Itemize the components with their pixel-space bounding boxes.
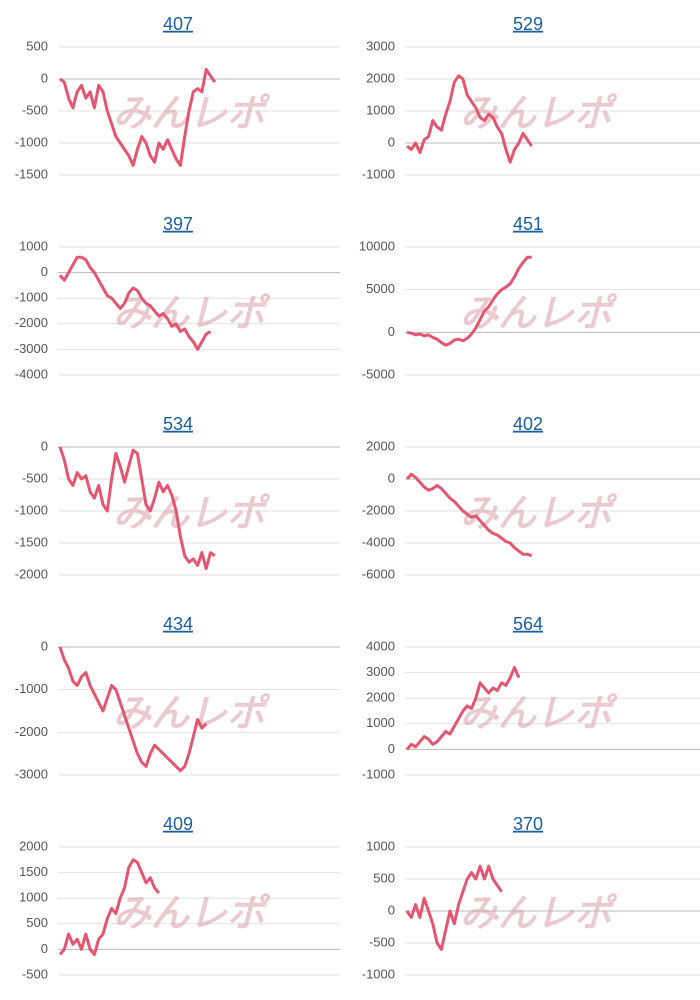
y-tick-label: 1000 [366, 838, 395, 853]
watermark: みんレポ [113, 893, 271, 935]
y-tick-label: -1000 [362, 766, 395, 781]
watermark: みんレポ [460, 493, 618, 535]
data-line [59, 67, 217, 167]
y-tick-label: -5000 [362, 366, 395, 381]
data-line [405, 665, 521, 751]
y-tick-label: -2000 [15, 315, 48, 330]
chart-title[interactable]: 534 [163, 414, 193, 434]
y-tick-label: -1000 [15, 290, 48, 305]
y-tick-label: 0 [388, 324, 395, 339]
y-tick-label: 0 [41, 638, 48, 653]
chart-title[interactable]: 451 [513, 214, 543, 234]
data-line [58, 446, 216, 571]
y-tick-label: 0 [41, 264, 48, 279]
data-line [58, 858, 161, 957]
y-tick-label: -4000 [362, 534, 395, 549]
y-tick-label: 0 [388, 134, 395, 149]
y-tick-label: 2000 [366, 438, 395, 453]
y-tick-label: -1500 [15, 166, 48, 181]
y-tick-label: 4000 [366, 638, 395, 653]
y-tick-label: 3000 [366, 664, 395, 679]
y-tick-label: 0 [41, 70, 48, 85]
chart-title[interactable]: 370 [513, 814, 543, 834]
data-line [406, 74, 533, 164]
y-tick-label: 500 [26, 38, 48, 53]
watermark: みんレポ [460, 693, 618, 735]
y-tick-label: 0 [41, 438, 48, 453]
data-line [405, 472, 533, 558]
watermark: みんレポ [460, 93, 618, 135]
y-tick-label: -1000 [15, 134, 48, 149]
y-tick-label: 1000 [19, 238, 48, 253]
chart-title[interactable]: 407 [163, 14, 193, 34]
y-tick-label: 0 [41, 941, 48, 956]
y-tick-label: -1000 [362, 966, 395, 981]
y-tick-label: 0 [388, 470, 395, 485]
y-tick-label: -500 [369, 934, 395, 949]
y-tick-label: 2000 [366, 70, 395, 85]
y-tick-label: -2000 [15, 566, 48, 581]
chart-title[interactable]: 564 [513, 614, 543, 634]
y-tick-label: -500 [22, 470, 48, 485]
y-tick-label: 1500 [19, 864, 48, 879]
chart-title[interactable]: 529 [513, 14, 543, 34]
watermark: みんレポ [113, 693, 271, 735]
y-tick-label: 5000 [366, 281, 395, 296]
y-tick-label: -2000 [362, 502, 395, 517]
y-tick-label: -500 [22, 102, 48, 117]
y-tick-label: 2000 [19, 838, 48, 853]
y-tick-label: 1000 [366, 715, 395, 730]
data-line [58, 255, 212, 351]
y-tick-label: 500 [26, 915, 48, 930]
y-tick-label: 2000 [366, 690, 395, 705]
chart-title[interactable]: 397 [163, 214, 193, 234]
y-tick-label: -1000 [15, 681, 48, 696]
watermark: みんレポ [460, 293, 618, 335]
watermark: みんレポ [113, 493, 271, 535]
y-tick-label: -2000 [15, 724, 48, 739]
y-tick-label: -1000 [362, 166, 395, 181]
chart-title[interactable]: 402 [513, 414, 543, 434]
y-tick-label: -3000 [15, 766, 48, 781]
y-tick-label: -500 [22, 966, 48, 981]
chart-title[interactable]: 409 [163, 814, 193, 834]
y-tick-label: 0 [388, 902, 395, 917]
y-tick-label: -3000 [15, 341, 48, 356]
y-tick-label: 10000 [359, 238, 395, 253]
y-tick-label: 0 [388, 741, 395, 756]
y-tick-label: 3000 [366, 38, 395, 53]
y-tick-label: -4000 [15, 366, 48, 381]
watermark: みんレポ [460, 893, 618, 935]
data-line [406, 255, 532, 347]
y-tick-label: 1000 [366, 102, 395, 117]
y-tick-label: -1500 [15, 534, 48, 549]
y-tick-label: -6000 [362, 566, 395, 581]
data-line [405, 864, 503, 951]
y-tick-label: 500 [373, 870, 395, 885]
watermark: みんレポ [113, 293, 271, 335]
chart-title[interactable]: 434 [163, 614, 193, 634]
data-line [58, 646, 208, 773]
y-tick-label: 1000 [19, 890, 48, 905]
y-tick-label: -1000 [15, 502, 48, 517]
